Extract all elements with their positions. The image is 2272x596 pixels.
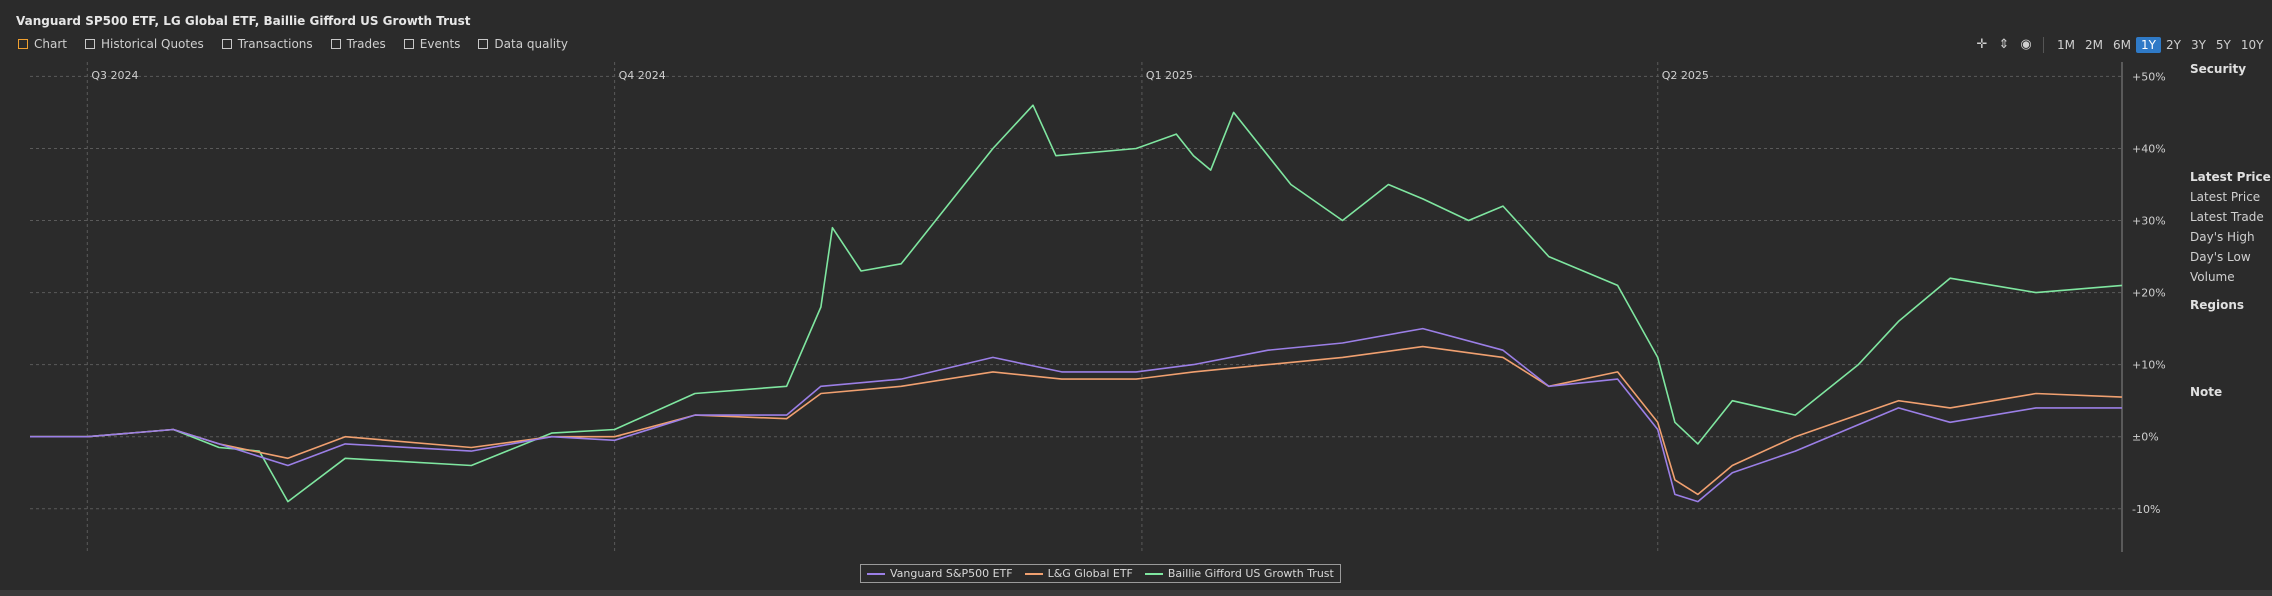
x-tick-label: Q2 2025 xyxy=(1662,69,1709,82)
legend-item-lg-global[interactable]: L&G Global ETF xyxy=(1024,567,1133,580)
checkbox-icon xyxy=(18,39,28,49)
checkbox-icon xyxy=(221,39,232,49)
chart-legend: Vanguard S&P500 ETF L&G Global ETF Baill… xyxy=(860,564,1341,583)
tab-events[interactable]: Events xyxy=(403,37,461,51)
page-title: Vanguard SP500 ETF, LG Global ETF, Baill… xyxy=(16,14,471,28)
checkbox-icon xyxy=(84,39,95,49)
range-2y-button[interactable]: 2Y xyxy=(2165,38,2181,52)
tab-chart[interactable]: Chart xyxy=(18,37,67,51)
series-line xyxy=(30,104,2123,503)
toolbar-divider xyxy=(2043,37,2044,53)
legend-item-vanguard[interactable]: Vanguard S&P500 ETF xyxy=(867,567,1013,580)
info-item: Latest Price xyxy=(2190,190,2261,204)
view-tabs: Chart Historical Quotes Transactions Tra… xyxy=(18,37,568,51)
legend-label: L&G Global ETF xyxy=(1047,567,1133,580)
info-item: Volume xyxy=(2190,270,2235,284)
regions-heading: Regions xyxy=(2190,298,2245,312)
eye-icon[interactable]: ◉ xyxy=(2020,37,2032,52)
crosshair-icon[interactable]: ✛ xyxy=(1976,37,1988,52)
legend-swatch xyxy=(1024,572,1043,575)
latest-price-heading: Latest Price xyxy=(2190,170,2271,184)
range-y-button[interactable]: Y xyxy=(2268,37,2272,53)
security-heading: Security xyxy=(2190,62,2247,76)
series-line xyxy=(30,327,2122,503)
range-10y-button[interactable]: 10Y xyxy=(2240,38,2264,52)
y-tick-label: +40% xyxy=(2132,142,2166,155)
tab-label: Data quality xyxy=(494,37,568,51)
y-tick-label: +20% xyxy=(2132,287,2166,300)
series-line xyxy=(30,345,2123,496)
legend-swatch xyxy=(1144,572,1163,575)
checkbox-icon xyxy=(330,39,341,49)
range-selector: 1M 2M 6M 1Y 2Y 3Y 5Y 10Y Y xyxy=(2052,37,2272,53)
tab-data-quality[interactable]: Data quality xyxy=(478,37,568,51)
tab-label: Trades xyxy=(346,37,386,51)
info-item: Day's Low xyxy=(2190,250,2251,264)
legend-label: Baillie Gifford US Growth Trust xyxy=(1167,567,1334,580)
note-heading: Note xyxy=(2190,385,2223,399)
tab-label: Historical Quotes xyxy=(100,37,204,51)
legend-swatch xyxy=(867,572,885,575)
y-tick-label: +50% xyxy=(2132,70,2166,83)
x-tick-label: Q4 2024 xyxy=(619,69,666,82)
x-tick-label: Q3 2024 xyxy=(91,69,138,82)
tab-transactions[interactable]: Transactions xyxy=(221,37,313,51)
tab-label: Transactions xyxy=(237,37,313,51)
performance-chart[interactable]: +50% +40% +30% +20% +10% ±0% -10% Q3 2024 Q4 202… xyxy=(0,62,2180,562)
checkbox-icon xyxy=(403,39,414,49)
checkbox-icon xyxy=(478,39,489,49)
range-3y-button[interactable]: 3Y xyxy=(2190,38,2206,52)
scale-icon[interactable]: ⇕ xyxy=(1998,37,2010,52)
chart-toolbar: ✛ ⇕ ◉ 1M 2M 6M 1Y 2Y 3Y 5Y 10Y Y xyxy=(1973,36,2272,54)
tab-trades[interactable]: Trades xyxy=(330,37,386,51)
range-1y-button[interactable]: 1Y xyxy=(2136,37,2161,53)
status-bar xyxy=(0,590,2272,596)
x-tick-label: Q1 2025 xyxy=(1146,69,1193,82)
info-item: Day's High xyxy=(2190,230,2255,244)
y-tick-label: +10% xyxy=(2132,359,2166,372)
range-5y-button[interactable]: 5Y xyxy=(2215,38,2231,52)
tab-label: Chart xyxy=(34,37,67,51)
y-tick-label: -10% xyxy=(2132,503,2160,516)
tab-historical-quotes[interactable]: Historical Quotes xyxy=(84,37,204,51)
range-2m-button[interactable]: 2M xyxy=(2085,38,2103,52)
y-tick-label: ±0% xyxy=(2132,431,2159,444)
legend-item-baillie-gifford[interactable]: Baillie Gifford US Growth Trust xyxy=(1144,567,1334,580)
range-6m-button[interactable]: 6M xyxy=(2113,38,2131,52)
tab-label: Events xyxy=(419,37,461,51)
info-item: Latest Trade xyxy=(2190,210,2264,224)
range-1m-button[interactable]: 1M xyxy=(2057,38,2075,52)
legend-label: Vanguard S&P500 ETF xyxy=(890,567,1013,580)
y-tick-label: +30% xyxy=(2132,215,2166,228)
